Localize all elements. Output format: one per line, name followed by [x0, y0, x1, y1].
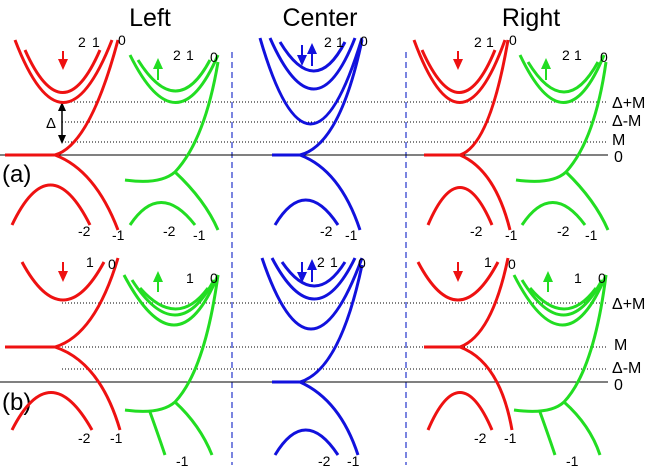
panel-label-b: (b)	[2, 389, 31, 416]
band-label: 1	[574, 47, 582, 63]
bands-b-left-green	[122, 274, 220, 456]
band-label: -1	[110, 430, 123, 446]
band-label: 0	[210, 270, 218, 286]
bands-a-right-red	[412, 39, 512, 231]
band-label: 0	[508, 256, 516, 272]
band-label: -2	[78, 223, 91, 239]
label-a-m: M	[612, 132, 625, 149]
band-label: 2	[78, 34, 86, 50]
spin-arrow-b-left-green	[153, 271, 163, 292]
band-label: 1	[86, 254, 94, 270]
spin-arrow-a-left-red	[58, 51, 68, 70]
bands-b-center-blue	[260, 257, 364, 456]
band-label: -1	[193, 227, 206, 243]
panel-b: Δ+M M Δ-M 0 (b) 1 0 -2 -1	[0, 254, 645, 469]
band-label: -1	[347, 453, 360, 469]
band-label: -2	[318, 453, 331, 469]
band-label: 0	[600, 49, 608, 65]
band-label: -1	[112, 227, 125, 243]
label-b-zero: 0	[614, 377, 623, 394]
band-label: -2	[557, 223, 570, 239]
band-label: 2	[173, 47, 181, 63]
band-label: 0	[360, 33, 368, 49]
bands-a-right-green	[515, 54, 610, 231]
label-b-delta-minus-m: Δ-M	[612, 360, 641, 377]
bands-a-left-red	[5, 39, 120, 231]
band-label: 1	[186, 270, 194, 286]
band-label: 1	[484, 254, 492, 270]
label-b-delta-plus-m: Δ+M	[612, 296, 645, 313]
band-label: 1	[186, 47, 194, 63]
spin-arrow-b-right-red	[453, 262, 463, 282]
band-label: -2	[320, 223, 333, 239]
panel-label-a: (a)	[2, 161, 31, 188]
title-center: Center	[282, 4, 357, 32]
bands-a-center-blue	[258, 37, 364, 231]
spin-arrow-b-right-green	[543, 271, 553, 292]
spin-arrows-a-center	[297, 43, 317, 66]
bands-b-left-red	[5, 257, 122, 431]
band-label: 0	[210, 49, 218, 65]
title-left: Left	[129, 4, 171, 32]
band-label: -1	[585, 227, 598, 243]
spin-arrows-b-center	[297, 259, 317, 283]
bands-a-left-green	[124, 54, 220, 231]
panel-a: Δ+M Δ-M M 0 (a) Δ 2 1 0 -2 -1	[0, 32, 645, 243]
bands-b-right-red	[416, 257, 514, 431]
band-label: 2	[562, 47, 570, 63]
band-label: 1	[336, 34, 344, 50]
band-label: 0	[598, 270, 606, 286]
spin-arrow-b-left-red	[58, 262, 68, 282]
band-label: -2	[78, 430, 91, 446]
band-label: 0	[358, 255, 366, 271]
bands-b-right-green	[512, 274, 608, 456]
band-label: 1	[92, 34, 100, 50]
band-label: 1	[574, 270, 582, 286]
band-label: 0	[118, 32, 126, 48]
band-label: -2	[470, 223, 483, 239]
delta-label: Δ	[46, 115, 56, 132]
band-label: -2	[474, 430, 487, 446]
band-label: 1	[486, 34, 494, 50]
spin-arrow-a-left-green	[153, 58, 163, 80]
band-label: 2	[474, 34, 482, 50]
band-label: -1	[345, 227, 358, 243]
label-a-zero: 0	[614, 149, 623, 166]
band-label: 0	[108, 256, 116, 272]
label-b-m: M	[614, 337, 627, 354]
label-a-delta-minus-m: Δ-M	[612, 113, 641, 130]
band-label: -1	[566, 453, 579, 469]
band-label: 2	[324, 34, 332, 50]
label-a-delta-plus-m: Δ+M	[612, 95, 645, 112]
band-label: 0	[509, 32, 517, 48]
band-label: -1	[176, 453, 189, 469]
delta-arrow-head-down	[58, 135, 66, 144]
band-label: -1	[504, 430, 517, 446]
title-right: Right	[502, 4, 560, 32]
spin-arrow-a-right-red	[453, 51, 463, 70]
band-label: -1	[505, 227, 518, 243]
band-label: -2	[163, 223, 176, 239]
delta-arrow-head-up	[58, 102, 66, 111]
spin-arrow-a-right-green	[541, 58, 551, 80]
band-label: 2	[317, 254, 325, 270]
band-label: 1	[330, 254, 338, 270]
